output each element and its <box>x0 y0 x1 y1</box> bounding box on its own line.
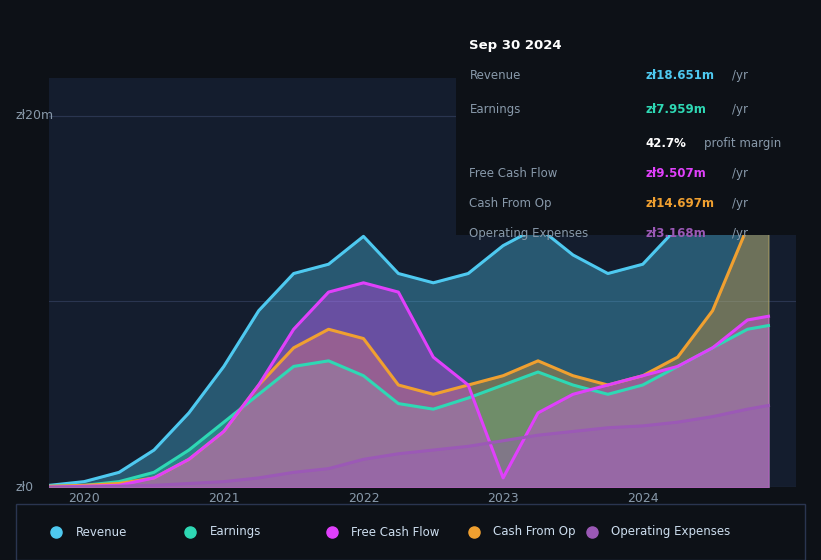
Text: profit margin: profit margin <box>704 137 781 150</box>
Text: /yr: /yr <box>732 103 747 116</box>
Text: Operating Expenses: Operating Expenses <box>612 525 731 539</box>
Text: Revenue: Revenue <box>76 525 127 539</box>
Text: /yr: /yr <box>732 197 747 210</box>
Text: Free Cash Flow: Free Cash Flow <box>351 525 440 539</box>
Text: zł20m: zł20m <box>16 109 53 122</box>
Text: /yr: /yr <box>732 227 747 240</box>
Text: zł9.507m: zł9.507m <box>645 167 706 180</box>
Text: Cash From Op: Cash From Op <box>470 197 552 210</box>
Text: Earnings: Earnings <box>209 525 261 539</box>
Text: 42.7%: 42.7% <box>645 137 686 150</box>
Text: zł18.651m: zł18.651m <box>645 69 714 82</box>
Text: zł0: zł0 <box>16 480 34 494</box>
Text: Free Cash Flow: Free Cash Flow <box>470 167 557 180</box>
Text: /yr: /yr <box>732 69 747 82</box>
Text: zł3.168m: zł3.168m <box>645 227 706 240</box>
Text: zł14.697m: zł14.697m <box>645 197 714 210</box>
Text: /yr: /yr <box>732 167 747 180</box>
Text: Sep 30 2024: Sep 30 2024 <box>470 39 562 53</box>
Text: Revenue: Revenue <box>470 69 521 82</box>
Text: zł7.959m: zł7.959m <box>645 103 706 116</box>
Text: Operating Expenses: Operating Expenses <box>470 227 589 240</box>
Text: Earnings: Earnings <box>470 103 521 116</box>
Text: Cash From Op: Cash From Op <box>493 525 576 539</box>
